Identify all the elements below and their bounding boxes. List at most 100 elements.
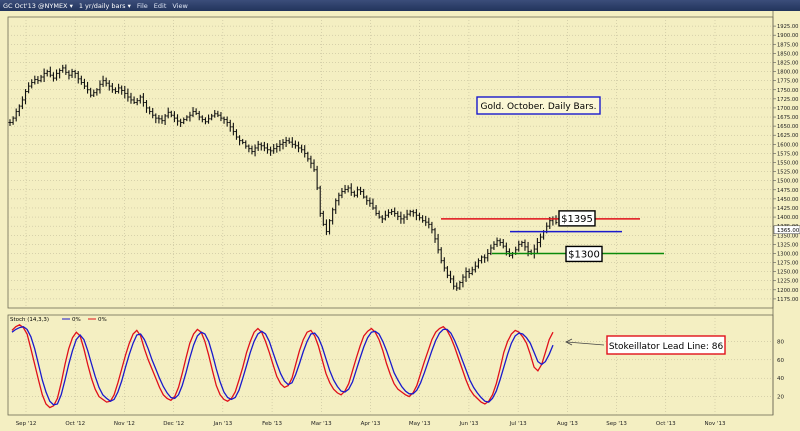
price-ytick-label: 1175.00 xyxy=(777,297,798,303)
ohlc-bar xyxy=(45,69,49,77)
ohlc-bar xyxy=(256,140,260,151)
ohlc-bar xyxy=(48,66,52,78)
ohlc-bar xyxy=(480,255,484,264)
ohlc-bar xyxy=(14,108,18,122)
ohlc-bar xyxy=(402,214,406,224)
price-ytick-label: 1225.00 xyxy=(777,279,798,285)
menu-view[interactable]: View xyxy=(172,1,188,10)
ohlc-bar xyxy=(148,106,152,115)
stoch-legend-d: 0% xyxy=(72,317,81,323)
ohlc-bar xyxy=(365,195,369,205)
ohlc-bar xyxy=(39,74,43,83)
ohlc-bar xyxy=(58,68,62,79)
ohlc-bar xyxy=(265,143,269,154)
ohlc-bar xyxy=(172,111,176,123)
ohlc-bar xyxy=(377,210,381,219)
ohlc-bar xyxy=(207,114,211,124)
ohlc-bar xyxy=(169,110,173,118)
ohlc-bar xyxy=(408,209,412,217)
price-chart[interactable]: 1175.00 1200.00 1225.00 1250.00 1275.00 1300.… xyxy=(0,11,800,431)
ohlc-bar xyxy=(421,215,425,223)
price-ytick-label: 1450.00 xyxy=(777,197,798,203)
ohlc-bar xyxy=(194,108,198,116)
ohlc-bar xyxy=(151,107,155,119)
ohlc-bar xyxy=(120,85,124,95)
ohlc-bar xyxy=(33,75,37,85)
price-ytick-label: 1200.00 xyxy=(777,288,798,294)
ohlc-bar xyxy=(61,64,65,73)
period-selector[interactable]: 1 yr/daily bars ▾ xyxy=(78,1,131,10)
ohlc-bar xyxy=(436,233,440,254)
price-ytick-label: 1425.00 xyxy=(777,206,798,212)
ohlc-bar xyxy=(27,82,31,94)
menu-file[interactable]: File xyxy=(136,1,148,10)
price-ytick-label: 1650.00 xyxy=(777,124,798,130)
ohlc-bar xyxy=(210,113,214,121)
ohlc-bar xyxy=(244,140,248,149)
price-ytick-label: 1725.00 xyxy=(777,97,798,103)
price-ytick-label: 1400.00 xyxy=(777,215,798,221)
callout-arrow-head xyxy=(565,338,573,346)
ohlc-bar xyxy=(427,217,431,229)
price-ytick-label: 1575.00 xyxy=(777,151,798,157)
ohlc-bar xyxy=(216,110,220,118)
price-ytick-label: 1550.00 xyxy=(777,161,798,167)
last-price-marker xyxy=(773,225,800,235)
ohlc-bar xyxy=(337,192,341,206)
ohlc-bar xyxy=(346,185,350,193)
ohlc-bar xyxy=(104,77,108,87)
ohlc-bar xyxy=(157,115,161,124)
ohlc-bar xyxy=(191,107,195,118)
ohlc-bar xyxy=(138,94,142,104)
ohlc-bar xyxy=(20,96,24,110)
ohlc-bar xyxy=(166,107,170,119)
ohlc-bar xyxy=(312,159,316,172)
ohlc-bar xyxy=(234,129,238,140)
ohlc-bar xyxy=(476,258,480,269)
x-tick-label: Feb '13 xyxy=(262,421,282,427)
ohlc-bar xyxy=(176,114,180,126)
ohlc-bar xyxy=(535,237,539,254)
price-ytick-label: 1750.00 xyxy=(777,88,798,94)
ohlc-bar xyxy=(371,198,375,210)
ohlc-bar xyxy=(287,137,291,144)
ohlc-bar xyxy=(269,146,273,156)
ohlc-bar xyxy=(241,138,245,145)
x-tick-label: May '13 xyxy=(409,421,431,427)
x-tick-label: Dec '12 xyxy=(163,421,184,427)
ohlc-bar xyxy=(458,280,462,290)
ohlc-bar xyxy=(321,210,325,226)
callout-arrow-line xyxy=(566,341,605,346)
price-ytick-label: 1675.00 xyxy=(777,115,798,121)
ohlc-bar xyxy=(306,151,310,162)
ohlc-bar xyxy=(399,211,403,224)
ohlc-bar xyxy=(538,233,542,248)
price-ytick-label: 1625.00 xyxy=(777,133,798,139)
ohlc-bar xyxy=(145,100,148,113)
title-bar: GC Oct'13 @NYMEX ▾ 1 yr/daily bars ▾ Fil… xyxy=(0,0,800,11)
ohlc-bar xyxy=(430,221,434,234)
ohlc-bar xyxy=(36,76,40,84)
ohlc-bar xyxy=(520,240,524,247)
ohlc-bar xyxy=(396,211,400,221)
ohlc-bar xyxy=(383,210,387,221)
ohlc-bar xyxy=(439,247,443,264)
stoch-k-line xyxy=(11,324,554,409)
ohlc-bar xyxy=(179,118,183,127)
ohlc-bar xyxy=(324,219,328,235)
ohlc-bar xyxy=(141,93,145,107)
ohlc-bar xyxy=(275,143,279,153)
x-tick-label: Nov '13 xyxy=(705,421,726,427)
ohlc-bar xyxy=(331,207,335,225)
ohlc-bar xyxy=(73,69,77,79)
price-ytick-label: 1825.00 xyxy=(777,60,798,66)
ohlc-bar xyxy=(374,205,378,216)
ohlc-bar xyxy=(343,184,347,194)
ohlc-bar xyxy=(262,141,266,152)
price-ytick-label: 1850.00 xyxy=(777,51,798,57)
symbol-selector[interactable]: GC Oct'13 @NYMEX ▾ xyxy=(3,1,73,10)
ohlc-bar xyxy=(110,83,114,93)
menu-edit[interactable]: Edit xyxy=(153,1,167,10)
ohlc-bar xyxy=(17,104,21,117)
